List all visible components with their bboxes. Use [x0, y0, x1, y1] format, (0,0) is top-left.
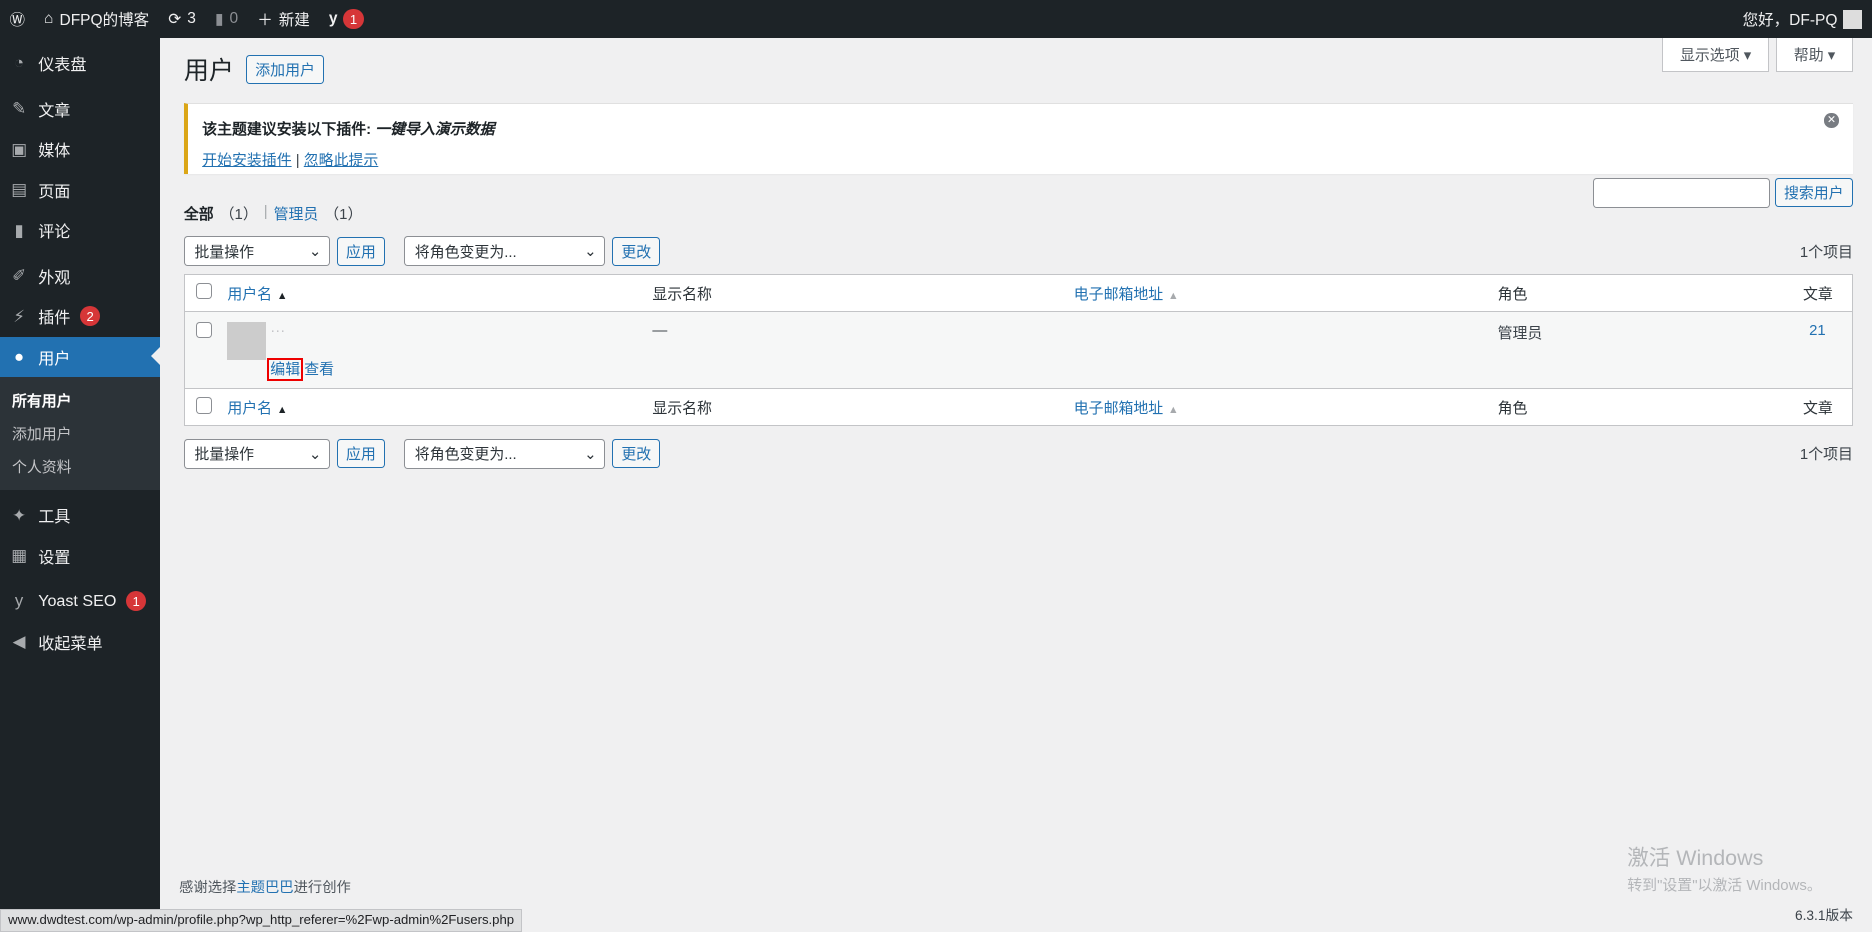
change-role-button[interactable]: 更改: [611, 439, 661, 468]
chevron-down-icon: ⌄: [584, 445, 597, 463]
filter-all[interactable]: 全部: [183, 205, 214, 223]
sidebar-item-2[interactable]: ▣ 媒体: [11, 139, 71, 161]
change-role-button[interactable]: 更改: [611, 237, 661, 266]
apply-button[interactable]: 应用: [336, 237, 386, 266]
posts-count-link[interactable]: 21: [1809, 321, 1826, 339]
plugin-notice: 该主题建议安装以下插件: 一键导入演示数据 开始安装插件 | 忽略此提示 ✕: [183, 102, 1853, 175]
main-content: 显示选项 ▾ 帮助 ▾ 用户 添加用户 该主题建议安装以下插件: 一键导入演示数据…: [183, 38, 1853, 469]
screen-options-button[interactable]: 显示选项 ▾: [1662, 38, 1769, 73]
status-bar-url: www.dwdtest.com/wp-admin/profile.php?wp_…: [0, 908, 523, 932]
select-all-checkbox[interactable]: [195, 282, 213, 300]
media-icon: ▣: [11, 139, 27, 159]
bottom-tablenav: 批量操作 ⌄ 应用 将角色变更为... ⌄ 更改 1个项目: [183, 438, 1853, 469]
updates-link[interactable]: ⟳ 3: [168, 10, 196, 28]
tools-icon: ✦: [12, 505, 27, 525]
page-icon: ▤: [11, 180, 27, 200]
col-role: 角色: [1497, 274, 1792, 313]
comment-icon: ▮: [14, 220, 24, 240]
users-submenu: 所有用户添加用户个人资料: [0, 377, 160, 491]
sidebar-item-4[interactable]: ▮ 评论: [0, 210, 160, 251]
sort-email[interactable]: 电子邮箱地址: [1073, 285, 1164, 303]
change-role-select[interactable]: 将角色变更为... ⌄: [404, 236, 605, 267]
sidebar-item-10[interactable]: y Yoast SEO 1: [0, 581, 160, 622]
item-count: 1个项目: [1799, 243, 1853, 261]
dismiss-notice-link[interactable]: 忽略此提示: [303, 151, 379, 169]
page-title: 用户: [183, 57, 234, 86]
admin-sidebar: ◔ 仪表盘 ✎ 文章 ▣ 媒体 ▤ 页面 ▮ 评论 ✐ 外观 ⚡ 插件 2 ● 用户 所有用户 添加用户 个人资料 ✦ 工…: [0, 38, 160, 932]
avatar: [1843, 9, 1863, 29]
search-users-button[interactable]: 搜索用户: [1774, 177, 1853, 207]
chevron-down-icon: ⌄: [308, 243, 322, 261]
sidebar-item-9[interactable]: ▦ 设置: [11, 546, 71, 567]
user-icon: ●: [14, 346, 25, 366]
theme-link[interactable]: 主题巴巴: [236, 879, 294, 896]
yoast-icon: y: [328, 10, 338, 28]
footer-thanks: 感谢选择主题巴巴进行创作: [179, 879, 351, 896]
install-plugins-link[interactable]: 开始安装插件: [202, 151, 292, 169]
role-filters: 全部 （1） | 管理员 （1）: [183, 202, 363, 223]
wordpress-logo-icon[interactable]: Ⓦ: [9, 12, 26, 30]
table-row: ··· 编辑 查看 — 管理员 21: [184, 311, 1853, 389]
sidebar-item-0[interactable]: ◔ 仪表盘: [0, 43, 160, 84]
sidebar-item-5[interactable]: ✐ 外观: [0, 255, 160, 296]
sidebar-item-6[interactable]: ⚡ 插件 2: [0, 296, 160, 337]
help-button[interactable]: 帮助 ▾: [1776, 38, 1853, 73]
collapse-icon: ◀: [12, 632, 26, 652]
submenu-item[interactable]: 添加用户: [11, 426, 72, 444]
submenu-item[interactable]: 所有用户: [11, 393, 72, 411]
sidebar-item-1[interactable]: ✎ 文章: [0, 88, 160, 129]
sort-icon: ▲: [276, 289, 288, 302]
windows-watermark: 激活 Windows 转到"设置"以激活 Windows。: [1627, 845, 1822, 894]
appearance-icon: ✐: [12, 266, 27, 286]
change-role-select[interactable]: 将角色变更为... ⌄: [404, 438, 605, 469]
site-link[interactable]: ⌂ DFPQ的博客: [44, 10, 150, 30]
refresh-icon: ⟳: [168, 10, 182, 28]
col-posts: 文章: [1791, 274, 1853, 313]
top-tablenav: 批量操作 ⌄ 应用 将角色变更为... ⌄ 更改 1个项目: [183, 236, 1853, 267]
sidebar-item-11[interactable]: ◀ 收起菜单: [0, 622, 160, 663]
pin-icon: ✎: [12, 99, 27, 119]
sort-icon: ▲: [276, 403, 288, 416]
sort-username[interactable]: 用户名: [227, 399, 273, 417]
item-count: 1个项目: [1799, 446, 1853, 464]
home-icon: ⌂: [44, 10, 54, 28]
filter-admin[interactable]: 管理员: [273, 205, 319, 223]
username-link[interactable]: ···: [270, 321, 286, 339]
search-input[interactable]: [1593, 177, 1770, 208]
select-all-checkbox[interactable]: [195, 396, 213, 414]
chevron-down-icon: ⌄: [584, 243, 597, 261]
close-icon[interactable]: ✕: [1824, 113, 1839, 128]
plugin-icon: ⚡: [13, 306, 25, 326]
submenu-item[interactable]: 个人资料: [11, 459, 72, 477]
bulk-action-select[interactable]: 批量操作 ⌄: [183, 438, 330, 469]
chevron-down-icon: ⌄: [308, 445, 322, 463]
version: 6.3.1版本: [1794, 907, 1853, 923]
sort-username[interactable]: 用户名: [227, 285, 273, 303]
apply-button[interactable]: 应用: [336, 439, 386, 468]
view-user-link[interactable]: 查看: [304, 360, 335, 378]
sort-icon: ▲: [1167, 403, 1179, 416]
sidebar-item-8[interactable]: ✦ 工具: [0, 495, 160, 536]
sidebar-item-7[interactable]: ● 用户: [0, 336, 160, 378]
bulk-action-select[interactable]: 批量操作 ⌄: [183, 236, 330, 267]
edit-user-link[interactable]: 编辑: [267, 357, 304, 381]
users-table: 用户名 ▲ 显示名称 电子邮箱地址 ▲ 角色 文章 ··· 编辑 查看 — 管理员 2…: [183, 274, 1853, 427]
plus-icon: ＋: [257, 12, 273, 30]
sidebar-item-3[interactable]: ▤ 页面: [11, 180, 71, 201]
add-user-button[interactable]: 添加用户: [245, 54, 325, 84]
sort-icon: ▲: [1167, 289, 1179, 302]
dashboard-icon: ◔: [14, 53, 25, 73]
account-menu[interactable]: 您好，DF-PQ: [1733, 0, 1872, 38]
sort-email[interactable]: 电子邮箱地址: [1073, 399, 1164, 417]
comments-link[interactable]: ▮ 0: [214, 10, 239, 28]
comment-icon: ▮: [214, 10, 224, 28]
yoast-icon: y: [14, 591, 24, 611]
row-checkbox[interactable]: [195, 321, 213, 339]
new-content-link[interactable]: ＋新建: [248, 0, 320, 38]
col-display-name: 显示名称: [652, 274, 1074, 313]
settings-icon: ▦: [11, 546, 27, 566]
avatar: [227, 321, 266, 360]
